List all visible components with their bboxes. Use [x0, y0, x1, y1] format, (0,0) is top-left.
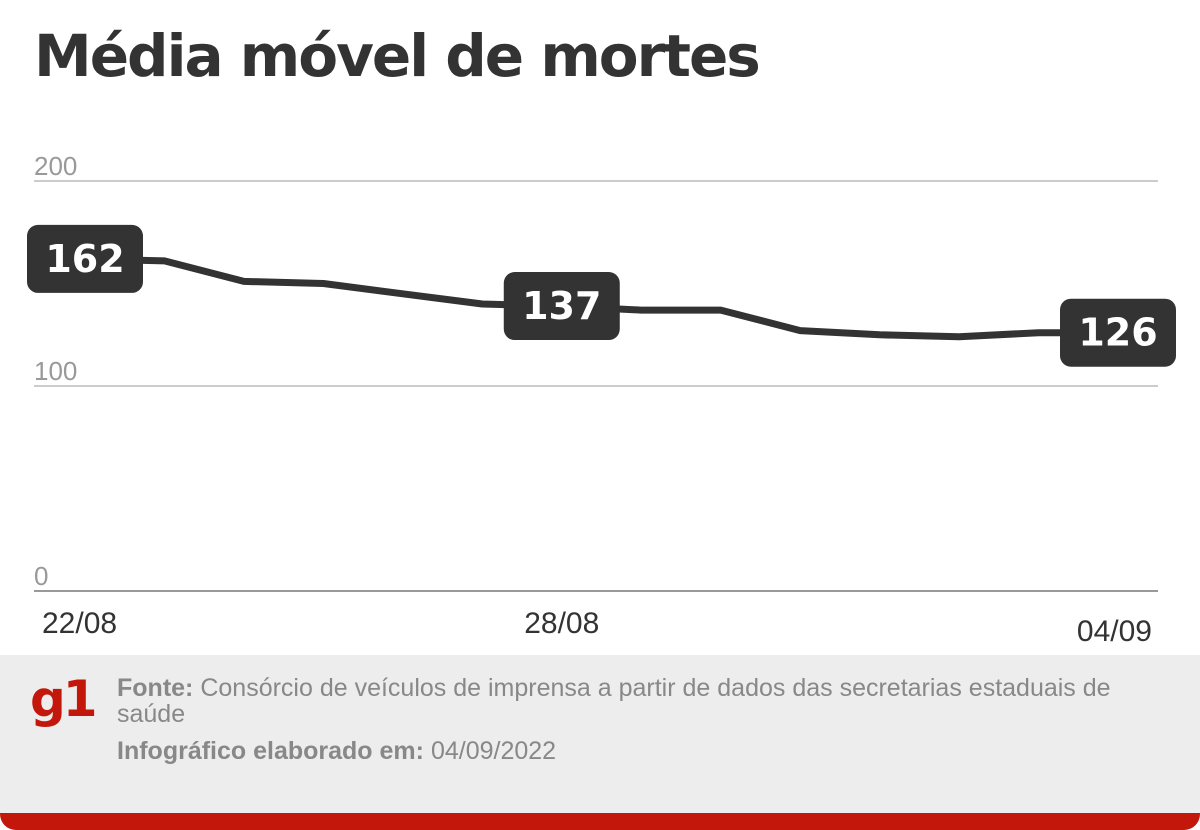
data-label-box [1060, 298, 1176, 367]
source-text: Consórcio de veículos de imprensa a part… [117, 674, 1111, 728]
chart-title: Média móvel de mortes [34, 22, 761, 90]
data-label-box [503, 272, 620, 341]
g1-logo: g1 [30, 670, 98, 728]
data-label: 137 [522, 284, 601, 328]
y-tick-label: 100 [34, 356, 77, 386]
x-tick-label: 04/09 [1077, 615, 1152, 648]
source-note: Fonte: Consórcio de veículos de imprensa… [117, 675, 1117, 727]
x-tick-label: 28/08 [524, 607, 599, 640]
date-value: 04/09/2022 [430, 737, 557, 765]
y-tick-label: 200 [34, 151, 77, 181]
date-label: Infográfico elaborado em: [117, 737, 424, 765]
data-label: 162 [45, 237, 124, 281]
x-tick-label: 22/08 [42, 607, 117, 640]
line-chart: 0 100 200 22/08 28/08 04/09 162 137 126 [27, 151, 1176, 648]
date-note: Infográfico elaborado em: 04/09/2022 [117, 737, 556, 766]
source-label: Fonte: [117, 674, 194, 702]
y-tick-label: 0 [34, 561, 48, 591]
data-label-box [27, 224, 143, 293]
footer: g1 Fonte: Consórcio de veículos de impre… [0, 655, 1200, 830]
data-label: 126 [1078, 311, 1157, 355]
